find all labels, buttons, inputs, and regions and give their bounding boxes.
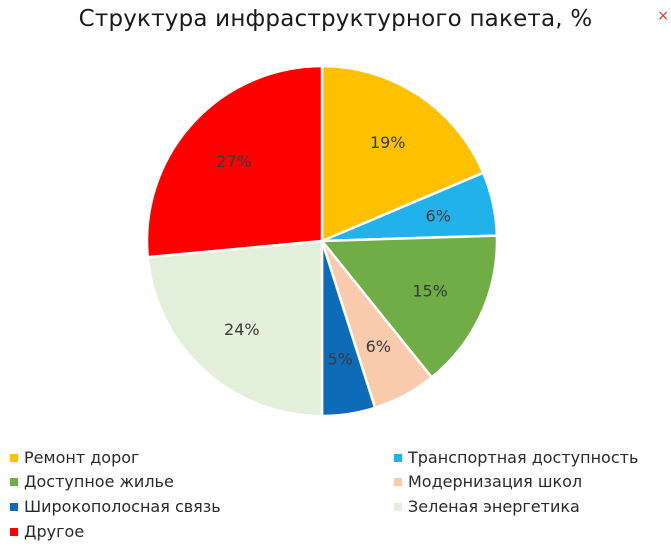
slice-data-label-7: 27% (216, 152, 252, 171)
pie-slice-7 (145, 64, 324, 259)
legend-item-5: Широкополосная связь (10, 497, 221, 516)
legend-label: Транспортная доступность (408, 448, 639, 467)
legend-item-6: Зеленая энергетика (394, 497, 580, 516)
pie-slice-1 (320, 64, 485, 243)
legend-item-2: Транспортная доступность (394, 448, 638, 467)
pie-slice-3 (320, 234, 499, 379)
legend-label: Ремонт дорог (24, 448, 140, 467)
legend-label: Зеленая энергетика (408, 497, 580, 516)
legend-label: Широкополосная связь (24, 497, 221, 516)
pie-slice-6 (146, 239, 324, 418)
legend-item-3: Доступное жилье (10, 472, 174, 491)
pie-chart: 19% 6% 15% 6% 5% 24% 27% (145, 64, 499, 418)
close-icon[interactable]: × (657, 8, 669, 24)
legend-swatch-icon (10, 453, 18, 462)
legend-swatch-icon (394, 453, 402, 462)
slice-data-label-1: 19% (370, 133, 406, 152)
legend-swatch-icon (394, 477, 402, 486)
legend-swatch-icon (394, 502, 402, 511)
legend-item-1: Ремонт дорог (10, 448, 139, 467)
legend-label: Доступное жилье (24, 472, 174, 491)
legend-swatch-icon (10, 477, 18, 486)
slice-data-label-4: 6% (366, 337, 391, 356)
slice-data-label-5: 5% (328, 350, 353, 369)
legend-swatch-icon (10, 527, 18, 536)
chart-legend: Ремонт дорог Транспортная доступность Дост… (10, 448, 671, 548)
legend-label: Другое (24, 522, 85, 541)
legend-item-7: Другое (10, 522, 84, 541)
legend-swatch-icon (10, 502, 18, 511)
legend-item-4: Модернизация школ (394, 472, 582, 491)
slice-data-label-6: 24% (224, 320, 260, 339)
slice-data-label-2: 6% (426, 207, 451, 226)
legend-label: Модернизация школ (408, 472, 583, 491)
slice-data-label-3: 15% (412, 282, 448, 301)
chart-title: Структура инфраструктурного пакета, % (78, 6, 593, 32)
